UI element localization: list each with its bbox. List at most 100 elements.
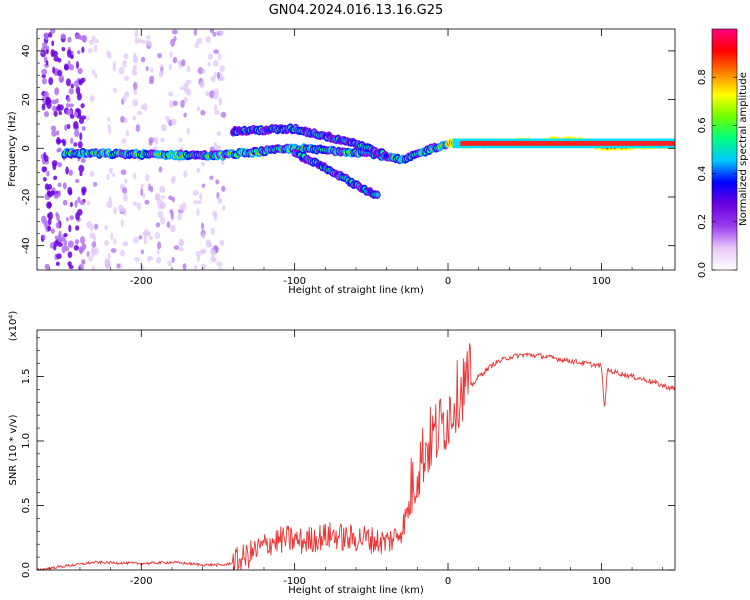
noise-blob	[54, 87, 60, 96]
snr-ytick-label: 0.5	[21, 498, 32, 514]
noise-blob	[143, 235, 148, 245]
noise-blob	[120, 169, 127, 176]
snr-axes: -200 -100 0 100 0.0 0.5 1.0 1.5	[21, 329, 676, 587]
noise-blob	[219, 76, 225, 81]
noise-blob	[91, 265, 96, 270]
colorbar-label: Normalized spectral amplitude	[738, 72, 749, 226]
noise-blob	[66, 123, 71, 130]
noise-blob	[78, 247, 85, 253]
noise-blob	[91, 35, 96, 41]
noise-blob	[81, 186, 87, 194]
noise-blob	[81, 115, 87, 120]
noise-blob	[66, 109, 73, 116]
noise-blob	[70, 137, 74, 144]
noise-blob	[205, 36, 211, 43]
noise-blob	[196, 106, 200, 112]
noise-blob	[88, 256, 93, 262]
noise-blob	[64, 124, 68, 132]
noise-blob	[44, 263, 50, 270]
noise-blob	[160, 195, 166, 200]
noise-blob	[93, 223, 99, 230]
spectrogram-xlabel: Height of straight line (km)	[288, 285, 424, 296]
noise-blob	[213, 141, 217, 148]
noise-blob	[192, 189, 199, 196]
noise-blob	[168, 195, 173, 201]
ridge-upper-branch	[230, 123, 390, 160]
snr-ytick-label: 0.0	[21, 562, 32, 578]
noise-blob	[52, 66, 56, 74]
noise-blob	[68, 103, 75, 108]
colorbar: 0.0 0.2 0.4 0.6 0.8 Normalized spectral ampl…	[697, 28, 749, 278]
noise-blob	[121, 138, 127, 144]
noise-blob	[181, 59, 186, 67]
noise-blob	[150, 67, 154, 73]
noise-blob	[211, 75, 216, 83]
noise-blob	[78, 164, 85, 173]
noise-blob	[75, 212, 80, 221]
noise-blob	[42, 177, 47, 182]
noise-blob	[57, 242, 63, 247]
noise-blob	[216, 131, 222, 136]
noise-blob	[53, 55, 59, 62]
noise-blob	[167, 260, 173, 267]
spectrogram-xtick-label: 100	[592, 276, 611, 287]
noise-blob	[201, 161, 206, 167]
noise-blob	[64, 245, 70, 252]
noise-blob	[146, 35, 151, 40]
noise-blob	[68, 189, 73, 196]
noise-blob	[63, 232, 68, 238]
noise-blob	[53, 193, 60, 199]
noise-blob	[200, 109, 206, 116]
noise-blob	[157, 241, 162, 250]
noise-blob	[89, 95, 95, 103]
noise-blob	[79, 171, 83, 177]
noise-blob	[73, 142, 78, 147]
noise-blob	[214, 104, 218, 111]
noise-blob	[61, 245, 66, 254]
noise-blob	[63, 63, 69, 71]
noise-blob	[68, 224, 72, 233]
snr-series	[37, 343, 675, 570]
noise-blob	[135, 124, 140, 132]
noise-blob	[160, 69, 164, 75]
spectrogram-noise	[40, 29, 227, 270]
noise-blob	[118, 66, 125, 75]
noise-blob	[205, 91, 210, 97]
noise-blob	[78, 264, 84, 270]
noise-blob	[220, 111, 227, 118]
noise-blob	[194, 42, 199, 49]
spectrogram-xtick-label: -200	[130, 276, 153, 287]
noise-blob	[155, 222, 161, 228]
noise-blob	[81, 46, 85, 53]
noise-blob	[199, 80, 205, 89]
noise-blob	[110, 232, 114, 241]
noise-blob	[186, 88, 192, 96]
noise-blob	[41, 166, 47, 173]
spectrogram-xtick-label: -100	[283, 276, 306, 287]
noise-blob	[45, 96, 51, 105]
noise-blob	[221, 185, 226, 192]
noise-blob	[45, 49, 49, 55]
colorbar-tick-label: 0.0	[697, 262, 708, 278]
noise-blob	[196, 168, 201, 174]
noise-blob	[172, 56, 178, 64]
snr-xtick-label: -100	[283, 576, 306, 587]
noise-blob	[159, 185, 166, 194]
noise-blob	[85, 115, 90, 122]
noise-blob	[104, 225, 109, 230]
noise-blob	[53, 240, 59, 247]
noise-blob	[148, 256, 154, 261]
noise-blob	[134, 29, 139, 38]
noise-blob	[140, 184, 145, 189]
noise-blob	[111, 172, 116, 178]
noise-blob	[86, 221, 92, 229]
noise-blob	[113, 238, 117, 245]
noise-blob	[169, 100, 174, 109]
noise-blob	[157, 52, 163, 59]
noise-blob	[56, 148, 61, 153]
noise-blob	[178, 137, 183, 143]
noise-blob	[217, 197, 223, 204]
noise-blob	[67, 240, 74, 248]
noise-blob	[140, 265, 145, 270]
noise-blob	[48, 32, 53, 38]
